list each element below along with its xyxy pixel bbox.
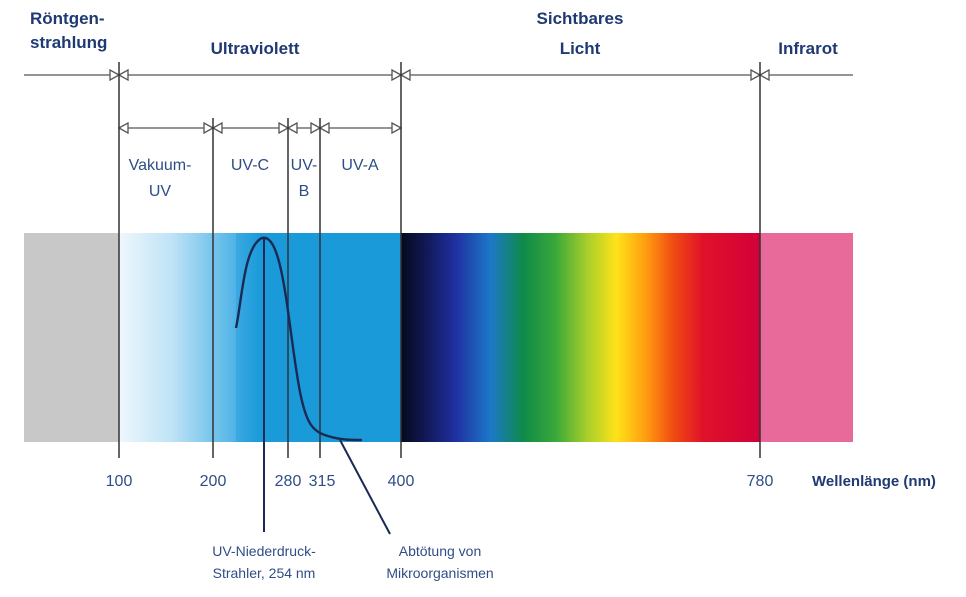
uvc-uvb-uva-band xyxy=(236,233,401,442)
spectrum-bands xyxy=(24,233,853,442)
kill-pointer-line xyxy=(339,439,391,535)
kill-annotation-2: Mikroorganismen xyxy=(386,565,493,581)
tick-315: 315 xyxy=(309,473,336,490)
lamp-annotation-2: Strahler, 254 nm xyxy=(213,565,316,581)
boundary-lines xyxy=(118,62,761,458)
tick-280: 280 xyxy=(275,473,302,490)
xray-label: Röntgen- xyxy=(30,9,105,28)
uvb-label: UV- xyxy=(291,157,318,174)
uvb-label-2: B xyxy=(299,183,310,200)
vacuum-uv-band xyxy=(119,233,236,442)
lamp-annotation: UV-Niederdruck- xyxy=(212,543,316,559)
wavelength-axis-label: Wellenlänge (nm) xyxy=(812,473,936,490)
germicidal-effect-curve xyxy=(234,236,363,442)
uvc-label: UV-C xyxy=(231,157,269,174)
tick-100: 100 xyxy=(106,473,133,490)
visible-light-label: Sichtbares xyxy=(537,9,624,28)
xray-band xyxy=(24,233,119,442)
tick-200: 200 xyxy=(200,473,227,490)
infrared-band xyxy=(760,233,853,442)
region-axis xyxy=(24,68,853,82)
xray-label-2: strahlung xyxy=(30,33,107,52)
kill-annotation: Abtötung von xyxy=(399,543,482,559)
infrared-label: Infrarot xyxy=(778,39,838,58)
ultraviolet-label: Ultraviolett xyxy=(211,39,300,58)
visible-light-label-2: Licht xyxy=(560,39,601,58)
visible-light-band xyxy=(401,233,760,442)
vacuum-uv-label: Vakuum- xyxy=(129,157,192,174)
tick-780: 780 xyxy=(747,473,774,490)
tick-400: 400 xyxy=(388,473,415,490)
uva-label: UV-A xyxy=(341,157,379,174)
uv-subband-axis xyxy=(117,121,403,135)
vacuum-uv-label-2: UV xyxy=(149,183,172,200)
